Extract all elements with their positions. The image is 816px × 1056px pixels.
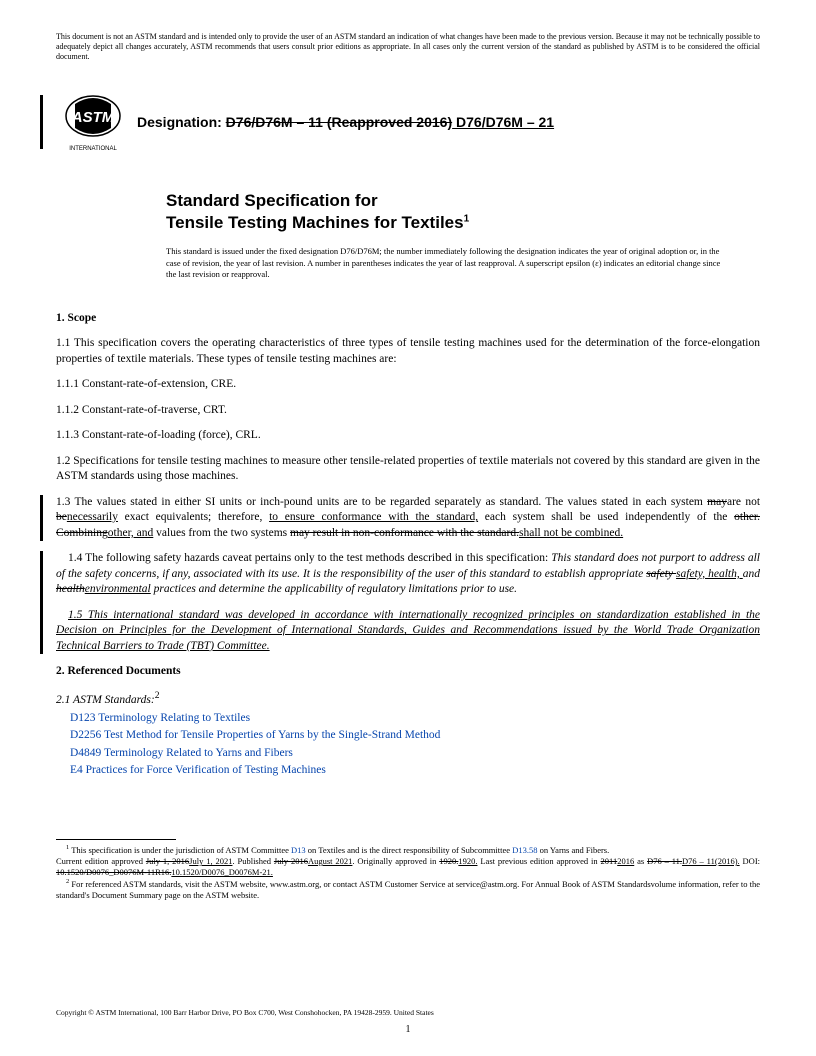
document-title: Standard Specification forTensile Testin… xyxy=(166,190,760,234)
para-1-5: 1.5 This international standard was deve… xyxy=(56,608,760,655)
designation-line: Designation: D76/D76M – 11 (Reapproved 2… xyxy=(137,113,554,132)
para-2-1: 2.1 ASTM Standards:2 xyxy=(56,690,760,708)
top-disclaimer: This document is not an ASTM standard an… xyxy=(56,32,760,62)
change-bar-region-1-3: 1.3 The values stated in either SI units… xyxy=(40,495,760,542)
copyright-line: Copyright © ASTM International, 100 Barr… xyxy=(56,1008,434,1018)
change-bar-region-1-4-1-5: 1.4 The following safety hazards caveat … xyxy=(40,551,760,654)
para-1-2: 1.2 Specifications for tensile testing m… xyxy=(56,454,760,485)
para-1-1: 1.1 This specification covers the operat… xyxy=(56,336,760,367)
para-1-4: 1.4 The following safety hazards caveat … xyxy=(56,551,760,598)
footnote-1-line2: Current edition approved July 1, 2016Jul… xyxy=(56,856,760,878)
ref-link[interactable]: D13 xyxy=(291,845,306,855)
page-number: 1 xyxy=(0,1023,816,1037)
svg-text:ASTM: ASTM xyxy=(71,109,115,126)
footnote-rule-icon xyxy=(56,839,176,840)
section-2-head: 2. Referenced Documents xyxy=(56,664,760,680)
ref-link[interactable]: D2256 xyxy=(70,729,101,741)
footnote-2: 2 For referenced ASTM standards, visit t… xyxy=(56,878,760,901)
ref-item: D2256 Test Method for Tensile Properties… xyxy=(70,727,760,744)
issuance-note: This standard is issued under the fixed … xyxy=(166,246,726,280)
ref-item: E4 Practices for Force Verification of T… xyxy=(70,762,760,779)
ref-link[interactable]: Terminology Relating to Textiles xyxy=(98,712,250,724)
astm-logo-icon: ASTM INTERNATIONAL xyxy=(63,90,123,154)
para-1-1-3: 1.1.3 Constant-rate-of-loading (force), … xyxy=(56,428,760,444)
para-1-1-1: 1.1.1 Constant-rate-of-extension, CRE. xyxy=(56,377,760,393)
para-1-3: 1.3 The values stated in either SI units… xyxy=(56,495,760,542)
para-1-1-2: 1.1.2 Constant-rate-of-traverse, CRT. xyxy=(56,403,760,419)
ref-link[interactable]: D4849 xyxy=(70,747,101,759)
footnote-1: 1 This specification is under the jurisd… xyxy=(56,844,760,856)
ref-item: D123 Terminology Relating to Textiles xyxy=(70,710,760,727)
reference-list: D123 Terminology Relating to Textiles D2… xyxy=(70,710,760,779)
ref-link[interactable]: D13.58 xyxy=(512,845,537,855)
ref-link[interactable]: Practices for Force Verification of Test… xyxy=(86,764,326,776)
ref-item: D4849 Terminology Related to Yarns and F… xyxy=(70,745,760,762)
logo-sublabel: INTERNATIONAL xyxy=(69,146,117,152)
section-1-head: 1. Scope xyxy=(56,311,760,327)
change-bar-icon xyxy=(40,95,43,149)
ref-link[interactable]: E4 xyxy=(70,764,83,776)
ref-link[interactable]: D123 xyxy=(70,712,96,724)
ref-link[interactable]: Terminology Related to Yarns and Fibers xyxy=(104,747,293,759)
ref-link[interactable]: Test Method for Tensile Properties of Ya… xyxy=(104,729,440,741)
header-row: ASTM INTERNATIONAL Designation: D76/D76M… xyxy=(56,90,760,154)
